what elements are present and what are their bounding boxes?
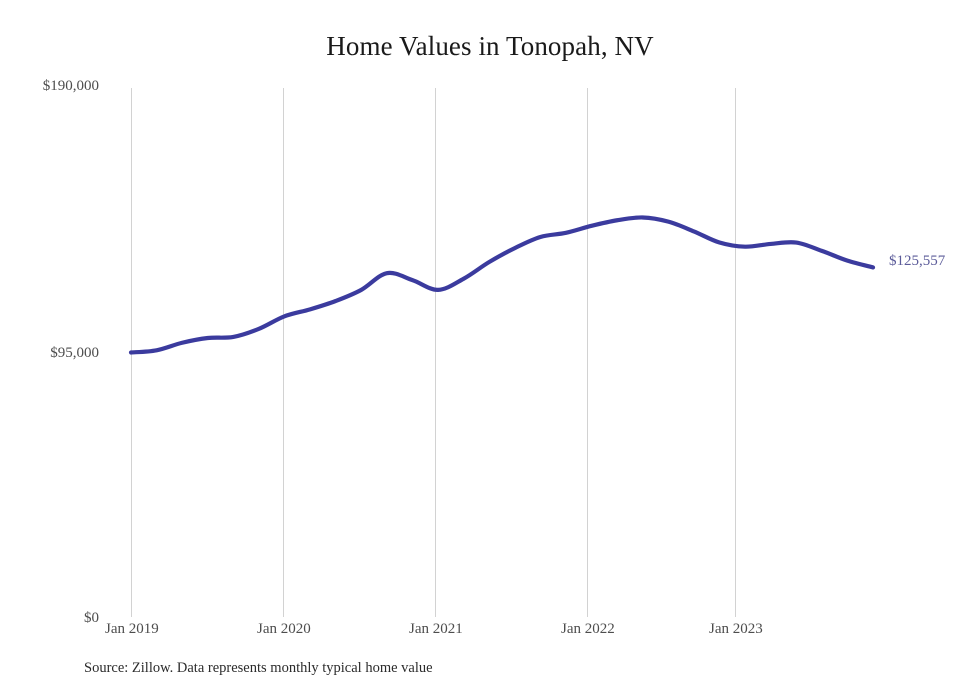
data-line-typical-home-value (128, 215, 876, 355)
x-axis-tick-label-jan-2023: Jan 2023 (709, 621, 763, 637)
x-axis-tick-label-jan-2022: Jan 2022 (561, 621, 615, 637)
y-axis-tick-label-zero: $0 (84, 610, 99, 626)
y-axis-tick-label-max: $190,000 (42, 78, 99, 94)
end-value-label: $125,557 (889, 253, 946, 269)
source-note: Source: Zillow. Data represents monthly … (84, 660, 433, 676)
x-axis-tick-label-jan-2019: Jan 2019 (105, 621, 159, 637)
gridlines (130, 88, 737, 617)
chart-title: Home Values in Tonopah, NV (326, 31, 654, 61)
x-axis-tick-label-jan-2021: Jan 2021 (409, 621, 463, 637)
x-axis-tick-label-jan-2020: Jan 2020 (257, 621, 311, 637)
y-axis-tick-label-mid: $95,000 (50, 345, 99, 361)
